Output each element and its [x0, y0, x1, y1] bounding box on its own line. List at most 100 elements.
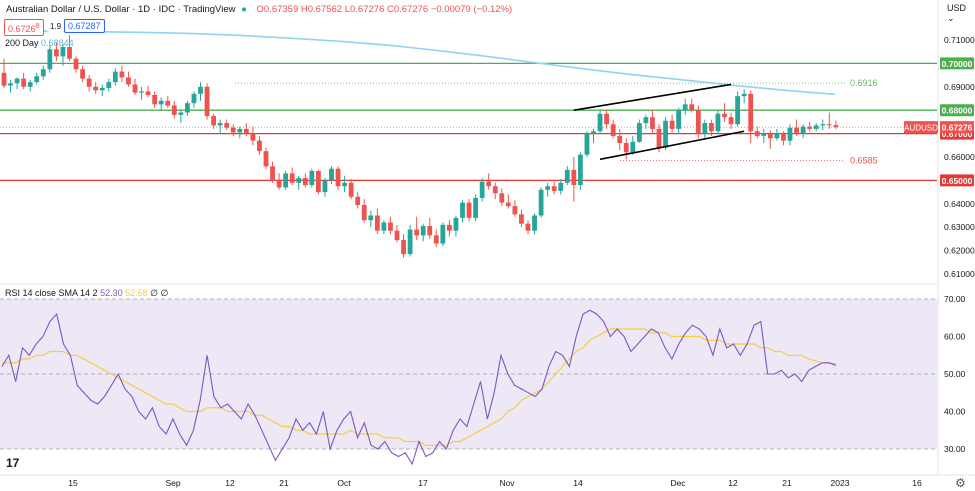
price-tick-label: 0.69000: [944, 82, 975, 92]
candle-body: [204, 86, 210, 117]
candle-body: [545, 186, 551, 190]
candle-body: [322, 180, 328, 193]
ma-legend[interactable]: 200 Day 0.68844: [5, 38, 74, 48]
candle-body: [296, 178, 302, 183]
candle-body: [761, 133, 767, 136]
candle-body: [427, 226, 433, 236]
candle-body: [158, 100, 164, 105]
candle-body: [453, 217, 459, 231]
candle-body: [525, 223, 531, 231]
candle-body: [695, 110, 701, 134]
rsi-value: 52.30: [100, 288, 123, 298]
candle-body: [289, 173, 295, 183]
candle-body: [34, 76, 40, 83]
candle-body: [781, 133, 786, 141]
candle-body: [270, 166, 275, 181]
candle-body: [257, 140, 262, 152]
candle-body: [460, 202, 465, 218]
channel-lower-line[interactable]: [599, 130, 745, 161]
candle-body: [152, 94, 158, 105]
candle-body: [414, 229, 420, 236]
ma-200-line: [39, 30, 836, 96]
candle-body: [584, 133, 590, 155]
candle-body: [735, 96, 740, 125]
rsi-tick-label: 50.00: [944, 369, 966, 379]
candle-body: [316, 171, 321, 193]
candle-body: [381, 222, 387, 231]
candle-body: [394, 230, 400, 241]
candle-body: [329, 168, 334, 181]
candle-body: [650, 117, 655, 129]
candle-body: [702, 123, 708, 134]
currency-selector[interactable]: USD ⌄: [947, 3, 975, 24]
candle-body: [486, 181, 492, 187]
rsi-tick-label: 30.00: [944, 444, 966, 454]
symbol-tag: [904, 121, 938, 134]
candle-body: [807, 126, 813, 129]
last-price-tag: [940, 121, 974, 134]
candle-body: [40, 69, 46, 77]
candle-body: [689, 104, 695, 111]
candles-group: [1, 35, 839, 258]
candle-body: [623, 142, 629, 153]
rsi-tick-label: 70.00: [944, 294, 966, 304]
time-tick-label: 17: [418, 478, 428, 488]
candle-body: [47, 49, 53, 70]
sell-price-button[interactable]: 0.67268: [4, 19, 44, 36]
price-tick-label: 0.62000: [944, 246, 975, 256]
candle-body: [669, 120, 675, 129]
candle-body: [597, 113, 603, 132]
candle-body: [715, 113, 721, 132]
candle-body: [558, 182, 564, 191]
chart-title: Australian Dollar / U.S. Dollar · 1D · I…: [6, 4, 236, 15]
candle-body: [1, 72, 7, 86]
candle-body: [27, 82, 33, 87]
candle-body: [73, 58, 79, 70]
candle-body: [519, 214, 524, 224]
candle-body: [656, 128, 662, 148]
candle-body: [538, 189, 544, 216]
candle-body: [60, 47, 66, 57]
candle-body: [86, 78, 92, 87]
candle-body: [636, 123, 642, 142]
candle-body: [833, 125, 839, 128]
candle-body: [93, 86, 99, 91]
candle-body: [139, 91, 144, 93]
rsi-tick-label: 60.00: [944, 332, 966, 342]
gear-icon[interactable]: ⚙: [955, 476, 966, 490]
candle-body: [171, 105, 177, 115]
candle-body: [492, 186, 498, 194]
level-tag-text: 0.67000: [942, 129, 973, 139]
level-tag-text: 0.65000: [942, 176, 973, 186]
candle-body: [643, 117, 649, 124]
candle-body: [237, 128, 243, 133]
candle-body: [374, 215, 380, 231]
candle-body: [224, 123, 230, 128]
candle-body: [820, 124, 826, 126]
rsi-legend[interactable]: RSI 14 close SMA 14 2 52.30 52.68 ∅ ∅: [5, 288, 168, 299]
candle-body: [479, 181, 485, 198]
candle-body: [564, 169, 570, 183]
candle-body: [250, 133, 256, 141]
annotation-label: 0.6916: [850, 78, 878, 88]
candle-body: [388, 222, 393, 231]
tradingview-logo-icon: 17: [6, 456, 20, 470]
candle-body: [217, 123, 223, 126]
chart-header: Australian Dollar / U.S. Dollar · 1D · I…: [6, 4, 512, 15]
candle-body: [99, 87, 105, 91]
candle-body: [591, 131, 596, 134]
candle-body: [211, 116, 216, 126]
buy-price-button[interactable]: 0.67287: [64, 19, 105, 33]
level-tag-0.70000: [940, 57, 974, 70]
candle-body: [342, 182, 347, 187]
candle-body: [728, 117, 734, 125]
candle-body: [8, 83, 13, 86]
candle-body: [794, 127, 799, 134]
candle-body: [440, 224, 446, 244]
candle-body: [263, 151, 269, 167]
rsi-line: [1, 309, 837, 466]
time-tick-label: 21: [782, 478, 792, 488]
channel-upper-line[interactable]: [573, 83, 732, 111]
candle-body: [722, 113, 727, 118]
